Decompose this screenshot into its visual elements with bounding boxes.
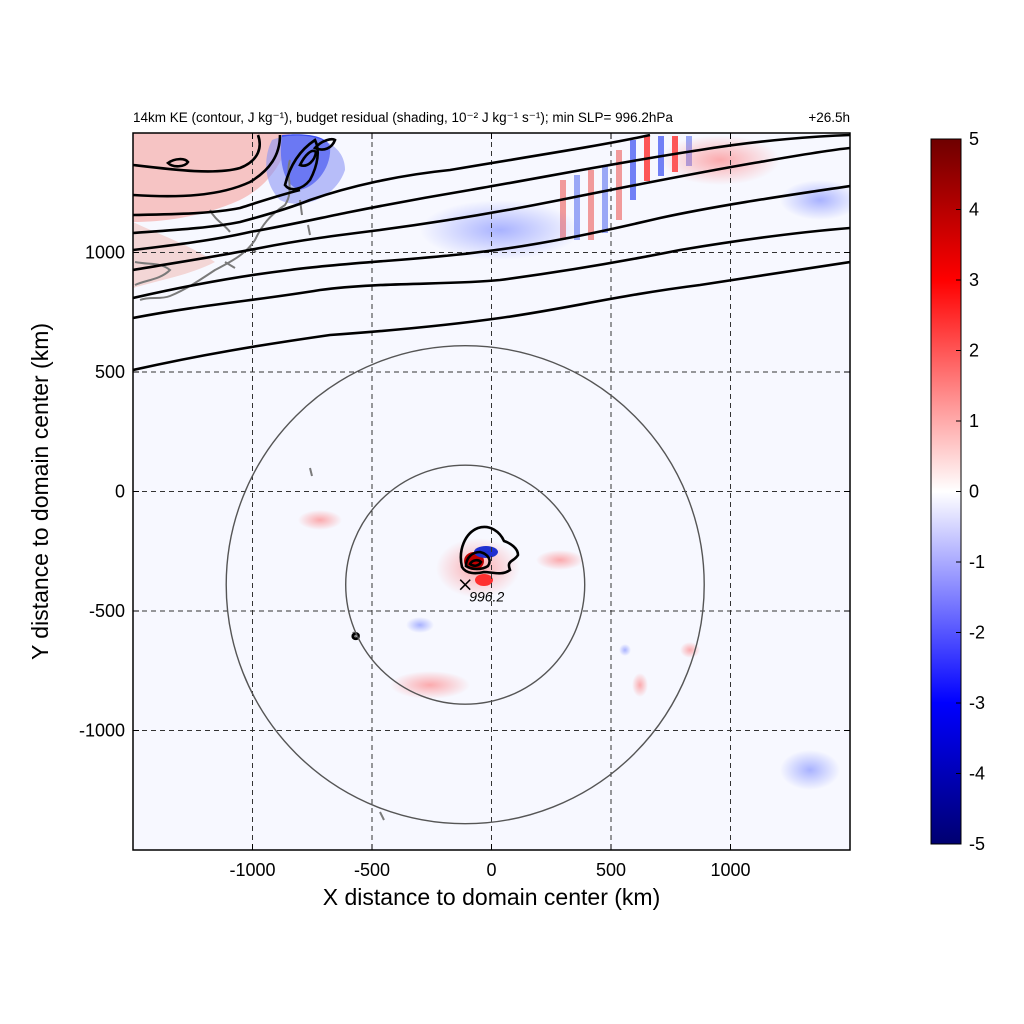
y-tick-label: 1000 — [85, 243, 125, 263]
colorbar-tick-label: 5 — [969, 129, 979, 149]
storm-center-x-icon — [459, 579, 471, 591]
colorbar-tick-label: 0 — [969, 482, 979, 502]
colorbar-tick-label: 2 — [969, 341, 979, 361]
x-axis-title: X distance to domain center (km) — [323, 884, 660, 910]
ke-contour-storm — [459, 525, 520, 575]
ke-contour — [283, 138, 320, 191]
ke-contour — [133, 133, 850, 252]
colorbar-ticks: 5 4 3 2 1 0 -1 -2 -3 -4 -5 — [956, 129, 985, 854]
y-axis-title: Y distance to domain center (km) — [27, 323, 53, 660]
colorbar-tick-label: -3 — [969, 693, 985, 713]
y-tick-label: -500 — [89, 601, 125, 621]
shading-positive-region — [133, 222, 215, 288]
colorbar-tick-label: -4 — [969, 764, 985, 784]
forecast-hour-label: +26.5h — [808, 110, 850, 125]
ke-contour — [312, 137, 337, 151]
ke-contour — [133, 188, 301, 217]
y-axis: -1000 -500 0 500 1000 — [79, 243, 850, 741]
range-ring — [225, 345, 705, 825]
storm-center-marker: 996.2 — [459, 579, 504, 605]
x-axis: -1000 -500 0 500 1000 — [229, 133, 751, 880]
range-rings — [225, 345, 705, 825]
colorbar: 5 4 3 2 1 0 -1 -2 -3 -4 -5 — [930, 129, 985, 854]
colorbar-tick-label: -2 — [969, 623, 985, 643]
colorbar-tick-label: 4 — [969, 200, 979, 220]
ke-contour-storm — [468, 558, 483, 568]
ke-contour — [165, 157, 190, 168]
coastline-path — [134, 261, 172, 286]
y-tick-label: 0 — [115, 482, 125, 502]
ke-contour — [133, 260, 850, 372]
shading-positive-region — [133, 133, 290, 222]
colorbar-tick-label: 3 — [969, 270, 979, 290]
x-tick-label: 1000 — [710, 860, 750, 880]
plot-area: 996.2 -1000 -500 0 500 1000 -1000 -500 0 500 100… — [27, 132, 851, 910]
y-tick-label: -1000 — [79, 721, 125, 741]
ke-contour — [133, 134, 282, 198]
ke-contour — [133, 146, 850, 272]
min-slp-label: 996.2 — [469, 589, 504, 605]
gridlines — [133, 133, 850, 850]
colorbar-tick-label: -5 — [969, 834, 985, 854]
range-ring — [345, 464, 586, 705]
x-tick-label: -500 — [354, 860, 390, 880]
coastline-path — [379, 811, 385, 821]
ke-contour — [133, 133, 651, 235]
x-tick-label: 500 — [596, 860, 626, 880]
x-tick-label: 0 — [486, 860, 496, 880]
y-tick-label: 500 — [95, 362, 125, 382]
ke-contour — [133, 134, 261, 173]
ke-contour-storm — [464, 550, 491, 571]
colorbar-tick-label: -1 — [969, 552, 985, 572]
colorbar-tick-label: 1 — [969, 411, 979, 431]
shading-storm-core-positive — [475, 574, 493, 586]
figure-title: 14km KE (contour, J kg⁻¹), budget residu… — [133, 110, 673, 125]
ke-contours — [133, 133, 850, 641]
ke-contour — [298, 149, 318, 167]
ke-contour — [133, 184, 850, 300]
coastline-path — [139, 159, 291, 301]
ke-contour — [133, 226, 850, 320]
x-tick-label: -1000 — [229, 860, 275, 880]
